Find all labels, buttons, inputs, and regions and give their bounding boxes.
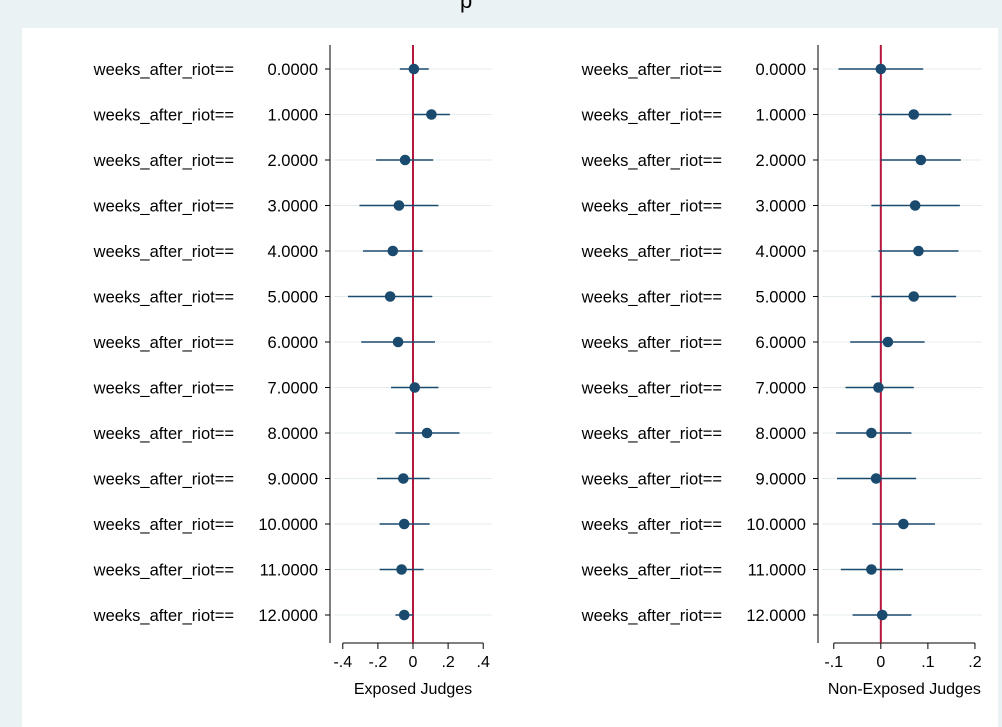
x-tick-label: .2	[968, 654, 981, 671]
coef-marker	[866, 564, 877, 575]
row-name-label: weeks_after_riot==	[93, 380, 234, 398]
row-level-label: 11.0000	[748, 562, 806, 580]
coef-marker	[408, 63, 420, 75]
coef-marker	[399, 154, 411, 166]
coef-marker	[398, 473, 409, 484]
row-name-label: weeks_after_riot==	[93, 152, 234, 170]
x-axis-title: Non-Exposed Judges	[828, 681, 981, 698]
row-name-label: weeks_after_riot==	[581, 516, 722, 534]
row-level-label: 5.0000	[268, 289, 318, 307]
row-level-label: 4.0000	[268, 243, 318, 261]
row-name-label: weeks_after_riot==	[581, 607, 722, 625]
coef-marker	[398, 609, 410, 621]
row-level-label: 8.0000	[268, 425, 318, 443]
row-name-label: weeks_after_riot==	[93, 243, 234, 261]
coef-marker	[392, 336, 404, 348]
plot-background	[22, 28, 998, 727]
row-name-label: weeks_after_riot==	[581, 471, 722, 489]
row-name-label: weeks_after_riot==	[93, 61, 234, 79]
coef-marker	[870, 473, 882, 484]
row-level-label: 9.0000	[756, 471, 806, 489]
x-tick-label: .2	[441, 654, 454, 671]
x-axis-title: Exposed Judges	[354, 681, 472, 698]
row-level-label: 6.0000	[756, 334, 806, 352]
row-level-label: 2.0000	[268, 152, 318, 170]
row-level-label: 10.0000	[258, 516, 318, 534]
coef-marker	[915, 154, 927, 166]
row-level-label: 6.0000	[268, 334, 318, 352]
row-name-label: weeks_after_riot==	[93, 471, 234, 489]
row-name-label: weeks_after_riot==	[581, 334, 722, 352]
row-level-label: 8.0000	[756, 425, 806, 443]
row-level-label: 9.0000	[268, 471, 318, 489]
row-level-label: 10.0000	[746, 516, 806, 534]
x-tick-label: .1	[921, 654, 934, 671]
row-level-label: 2.0000	[756, 152, 806, 170]
row-name-label: weeks_after_riot==	[581, 380, 722, 398]
row-name-label: weeks_after_riot==	[93, 198, 234, 216]
panels: weeks_after_riot== 0.0000 weeks_after_riot…	[93, 45, 982, 698]
row-level-label: 3.0000	[268, 198, 318, 216]
row-name-label: weeks_after_riot==	[581, 107, 722, 125]
row-level-label: 12.0000	[746, 607, 806, 625]
coef-marker	[898, 518, 909, 530]
coef-marker	[882, 336, 894, 348]
coef-marker	[908, 291, 920, 302]
panel-1: weeks_after_riot== 0.0000 weeks_after_riot…	[93, 45, 492, 698]
row-name-label: weeks_after_riot==	[581, 61, 722, 79]
x-tick-label: -.2	[369, 654, 388, 671]
coef-marker	[421, 427, 433, 439]
coef-marker	[426, 109, 437, 120]
row-level-label: 12.0000	[258, 607, 318, 625]
row-level-label: 3.0000	[756, 198, 806, 216]
coef-marker	[909, 200, 921, 211]
row-name-label: weeks_after_riot==	[93, 607, 234, 625]
coef-marker	[873, 382, 884, 393]
coef-marker	[875, 63, 887, 75]
row-name-label: weeks_after_riot==	[93, 107, 234, 125]
row-level-label: 0.0000	[756, 61, 806, 79]
coef-marker	[384, 291, 396, 302]
row-level-label: 4.0000	[756, 243, 806, 261]
cropped-title-fragment: p	[460, 0, 472, 13]
row-name-label: weeks_after_riot==	[93, 289, 234, 307]
row-name-label: weeks_after_riot==	[581, 562, 722, 580]
coef-marker	[393, 200, 405, 211]
row-name-label: weeks_after_riot==	[93, 516, 234, 534]
coef-marker	[876, 609, 888, 621]
coef-marker	[866, 427, 877, 439]
x-tick-label: 0	[876, 654, 885, 671]
row-name-label: weeks_after_riot==	[581, 198, 722, 216]
row-name-label: weeks_after_riot==	[93, 334, 234, 352]
row-name-label: weeks_after_riot==	[581, 425, 722, 443]
row-level-label: 7.0000	[756, 380, 806, 398]
row-level-label: 11.0000	[260, 562, 318, 580]
x-tick-label: -.4	[333, 654, 352, 671]
x-tick-label: .4	[477, 654, 490, 671]
row-level-label: 1.0000	[756, 107, 806, 125]
row-level-label: 1.0000	[268, 107, 318, 125]
row-name-label: weeks_after_riot==	[581, 289, 722, 307]
coef-marker	[387, 245, 399, 257]
row-name-label: weeks_after_riot==	[581, 243, 722, 261]
coef-marker	[908, 109, 920, 120]
panel-2: weeks_after_riot== 0.0000 weeks_after_riot…	[581, 45, 982, 698]
row-level-label: 0.0000	[268, 61, 318, 79]
row-level-label: 7.0000	[268, 380, 318, 398]
coef-marker	[396, 564, 407, 575]
row-name-label: weeks_after_riot==	[93, 562, 234, 580]
row-level-label: 5.0000	[756, 289, 806, 307]
coef-marker	[398, 518, 410, 530]
row-name-label: weeks_after_riot==	[93, 425, 234, 443]
x-tick-label: 0	[409, 654, 418, 671]
coef-marker	[913, 245, 924, 257]
coef-marker	[409, 382, 421, 393]
x-tick-label: -.1	[824, 654, 843, 671]
row-name-label: weeks_after_riot==	[581, 152, 722, 170]
